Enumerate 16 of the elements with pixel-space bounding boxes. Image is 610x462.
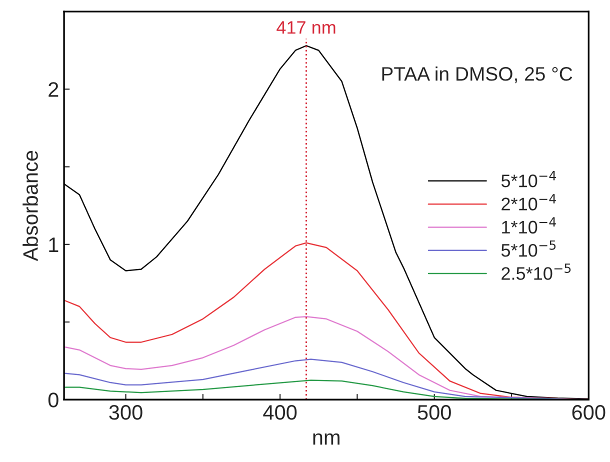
- annotation: PTAA in DMSO, 25 °C: [382, 66, 572, 84]
- y-tick-label: 2: [48, 82, 58, 97]
- y-axis-title: Absorbance: [22, 150, 38, 262]
- x-tick-label: 300: [109, 405, 142, 420]
- x-tick-label: 400: [263, 405, 297, 420]
- legend-label: 5*10$^{−4}$: [501, 170, 556, 188]
- x-axis-title: nm: [313, 433, 340, 445]
- x-tick-label: 500: [418, 405, 451, 420]
- ref-line-label: 417 nm: [276, 21, 336, 34]
- legend-label: 5*10$^{−5}$: [501, 240, 556, 257]
- x-tick-label: 600: [572, 405, 606, 420]
- legend-label: 2*10$^{−4}$: [502, 194, 556, 210]
- legend-label: 1*10$^{−4}$: [502, 217, 556, 234]
- y-tick-label: 0: [48, 392, 58, 408]
- y-tick-label: 1: [49, 238, 58, 252]
- legend-label: 2.5*10$^{−5}$: [502, 264, 571, 280]
